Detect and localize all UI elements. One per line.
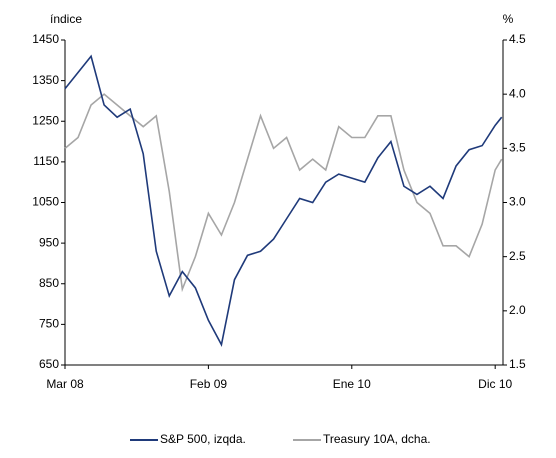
y-tick-label: 1350 — [32, 73, 59, 87]
y2-tick-label: 1.5 — [509, 357, 526, 371]
y-tick-label: 1050 — [32, 195, 59, 209]
x-tick-label: Mar 08 — [46, 377, 84, 391]
y-tick-label: 750 — [39, 317, 59, 331]
y-axis-title: índice — [50, 12, 82, 26]
y2-tick-label: 4.0 — [509, 86, 526, 100]
x-tick-label: Feb 09 — [190, 377, 228, 391]
y-tick-label: 650 — [39, 357, 59, 371]
legend-label: Treasury 10A, dcha. — [323, 432, 431, 446]
y-tick-label: 1150 — [33, 154, 59, 168]
legend-label: S&P 500, izqda. — [160, 432, 246, 446]
x-tick-label: Dic 10 — [478, 377, 512, 391]
y2-tick-label: 2.5 — [509, 249, 526, 263]
series-line — [64, 93, 503, 293]
y-tick-label: 1250 — [32, 113, 59, 127]
x-tick-label: Ene 10 — [333, 377, 371, 391]
y2-axis-title: % — [503, 12, 514, 26]
series-line — [64, 54, 503, 348]
y-tick-label: 950 — [39, 235, 59, 249]
y2-tick-label: 4.5 — [509, 32, 526, 46]
y2-tick-label: 2.0 — [509, 303, 526, 317]
y2-tick-label: 3.0 — [509, 195, 526, 209]
y-tick-label: 1450 — [32, 32, 59, 46]
y-tick-label: 850 — [39, 276, 59, 290]
y2-tick-label: 3.5 — [509, 141, 526, 155]
